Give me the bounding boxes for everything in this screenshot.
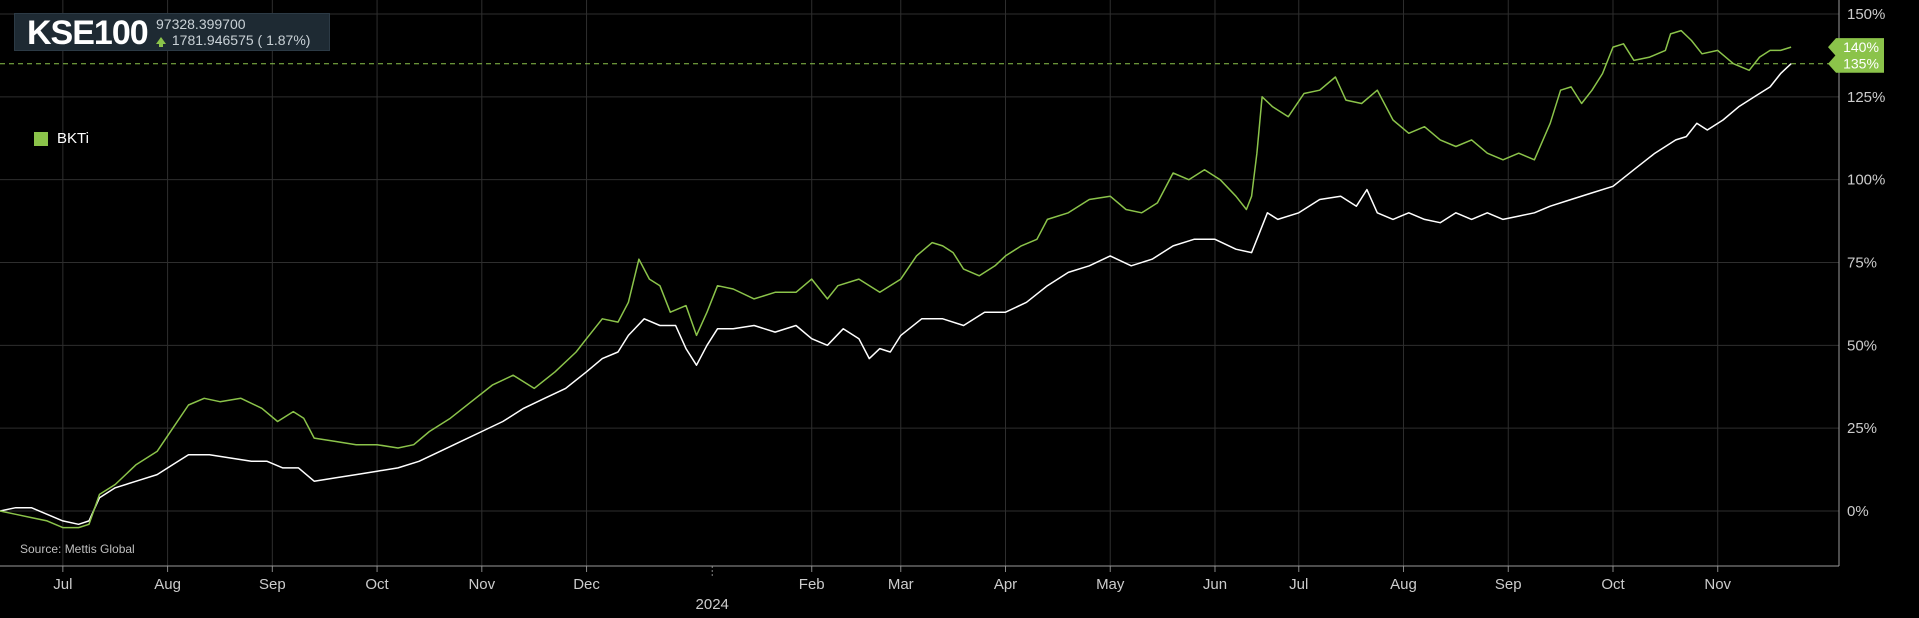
x-tick-label: Nov — [1704, 576, 1731, 593]
end-value-label: 135% — [1828, 54, 1884, 73]
end-value-text: 140% — [1843, 39, 1879, 55]
chart-legend[interactable]: BKTi — [34, 130, 89, 147]
y-tick-label: 125% — [1847, 89, 1885, 106]
chart-grid — [0, 0, 1839, 566]
x-tick-label: Sep — [1495, 576, 1522, 593]
x-tick-label: Jul — [1289, 576, 1308, 593]
ticker-symbol: KSE100 — [27, 14, 149, 52]
series-line-bkti — [0, 29, 1792, 529]
ticker-header: KSE100 97328.399700 1781.946575 ( 1.87%) — [14, 13, 330, 51]
x-tick-label: Mar — [888, 576, 914, 593]
x-tick-label: Oct — [1601, 576, 1625, 593]
y-tick-label: 100% — [1847, 172, 1885, 189]
x-tick-label: Dec — [573, 576, 600, 593]
chart-series — [0, 29, 1839, 529]
year-label: 2024 — [696, 596, 729, 613]
x-tick-label: Jul — [53, 576, 72, 593]
y-tick-label: 75% — [1847, 255, 1877, 272]
x-tick-label: Apr — [994, 576, 1017, 593]
series-line-unnamed — [0, 63, 1792, 526]
source-note: Source: Mettis Global — [20, 542, 135, 556]
legend-label: BKTi — [57, 130, 89, 147]
x-tick-label: Feb — [799, 576, 825, 593]
up-arrow-icon — [156, 37, 166, 47]
x-tick-label: Aug — [154, 576, 181, 593]
end-value-label: 140% — [1828, 38, 1884, 57]
x-tick-label: Aug — [1390, 576, 1417, 593]
y-tick-label: 0% — [1847, 503, 1869, 520]
y-tick-label: 50% — [1847, 337, 1877, 354]
y-tick-label: 150% — [1847, 6, 1885, 23]
legend-swatch-icon — [34, 131, 48, 146]
x-tick-label: Oct — [365, 576, 389, 593]
x-tick-label: Jun — [1203, 576, 1227, 593]
ticker-change: 1781.946575 ( 1.87%) — [156, 32, 310, 48]
end-value-flag — [1828, 38, 1884, 57]
end-value-text: 135% — [1843, 56, 1879, 72]
ticker-change-value: 1781.946575 ( 1.87%) — [171, 32, 311, 48]
x-tick-label: Sep — [259, 576, 286, 593]
end-value-flag — [1828, 54, 1884, 73]
ticker-price: 97328.399700 — [156, 16, 246, 32]
x-tick-label: Nov — [468, 576, 495, 593]
x-tick-label: May — [1096, 576, 1125, 593]
chart-axes: 0% 25% 50% 75% 100% 125% 150% Jul Aug Sep Oct Nov De… — [0, 0, 1885, 613]
y-tick-label: 25% — [1847, 420, 1877, 437]
